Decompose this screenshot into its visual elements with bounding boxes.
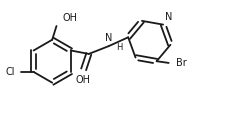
Text: OH: OH: [75, 75, 90, 85]
Text: N: N: [165, 12, 172, 22]
Text: Cl: Cl: [6, 67, 15, 77]
Text: H: H: [116, 43, 122, 52]
Text: Br: Br: [176, 58, 187, 68]
Text: OH: OH: [62, 14, 77, 24]
Text: N: N: [105, 33, 112, 43]
